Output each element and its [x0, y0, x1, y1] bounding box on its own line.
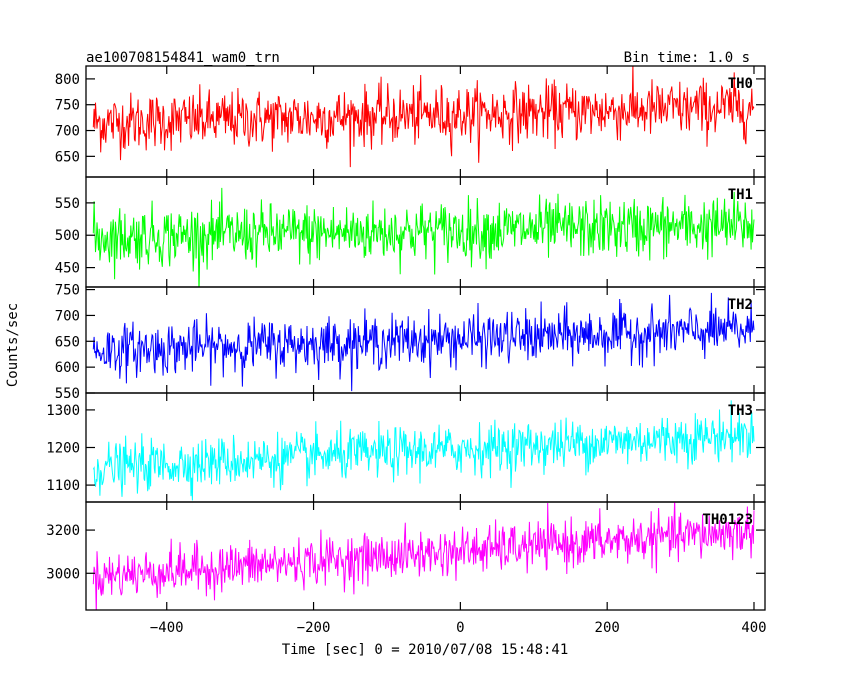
panel-name-label: TH2 — [728, 297, 753, 313]
panel-name-label: TH0123 — [702, 512, 753, 528]
panel-name-label: TH0 — [728, 76, 753, 92]
y-axis-label: Counts/sec — [5, 303, 21, 387]
panel-frame — [85, 65, 766, 178]
panel-frame — [85, 501, 766, 611]
y-tick-label: 500 — [55, 228, 80, 244]
series-line-th0 — [92, 66, 755, 168]
y-tick-label: 700 — [55, 124, 80, 140]
y-tick-label: 600 — [55, 360, 80, 376]
x-axis-label: Time [sec] 0 = 2010/07/08 15:48:41 — [282, 642, 569, 658]
bin-time-label: Bin time: 1.0 s — [624, 50, 750, 66]
panel-name-label: TH3 — [728, 403, 753, 419]
y-tick-label: 1200 — [46, 441, 80, 457]
x-tick-label: −200 — [297, 620, 331, 636]
panels-group: 650 700 750 800 TH0 450 500 550 TH1 550 600 650 700 7… — [46, 65, 766, 611]
series-line-th2 — [92, 292, 755, 392]
series-line-th3 — [92, 400, 755, 501]
y-tick-label: 650 — [55, 149, 80, 165]
panel-name-label: TH1 — [728, 187, 753, 203]
y-tick-label: 700 — [55, 308, 80, 324]
y-tick-label: 3200 — [46, 523, 80, 539]
y-tick-label: 800 — [55, 72, 80, 88]
x-tick-label: −400 — [150, 620, 184, 636]
x-tick-label: 0 — [456, 620, 464, 636]
x-axis: −400 −200 0 200 400 — [150, 620, 767, 636]
observation-id-label: ae100708154841_wam0_trn — [86, 50, 280, 66]
panel-th0: 650 700 750 800 TH0 — [55, 65, 766, 178]
x-tick-label: 200 — [595, 620, 620, 636]
panel-th0123: 3000 3200 TH0123 — [46, 501, 766, 611]
x-tick-label: 400 — [741, 620, 766, 636]
series-line-th1 — [92, 187, 755, 287]
y-tick-label: 750 — [55, 98, 80, 114]
y-tick-label: 450 — [55, 261, 80, 277]
panel-th2: 550 600 650 700 750 TH2 — [55, 283, 766, 402]
panel-th1: 450 500 550 TH1 — [55, 176, 766, 288]
y-tick-label: 1100 — [46, 478, 80, 494]
y-tick-label: 550 — [55, 196, 80, 212]
y-tick-label: 3000 — [46, 566, 80, 582]
y-tick-label: 650 — [55, 334, 80, 350]
y-tick-label: 550 — [55, 386, 80, 402]
series-line-th0123 — [92, 502, 755, 610]
panel-th3: 1100 1200 1300 TH3 — [46, 392, 766, 503]
y-tick-label: 750 — [55, 283, 80, 299]
y-tick-label: 1300 — [46, 403, 80, 419]
